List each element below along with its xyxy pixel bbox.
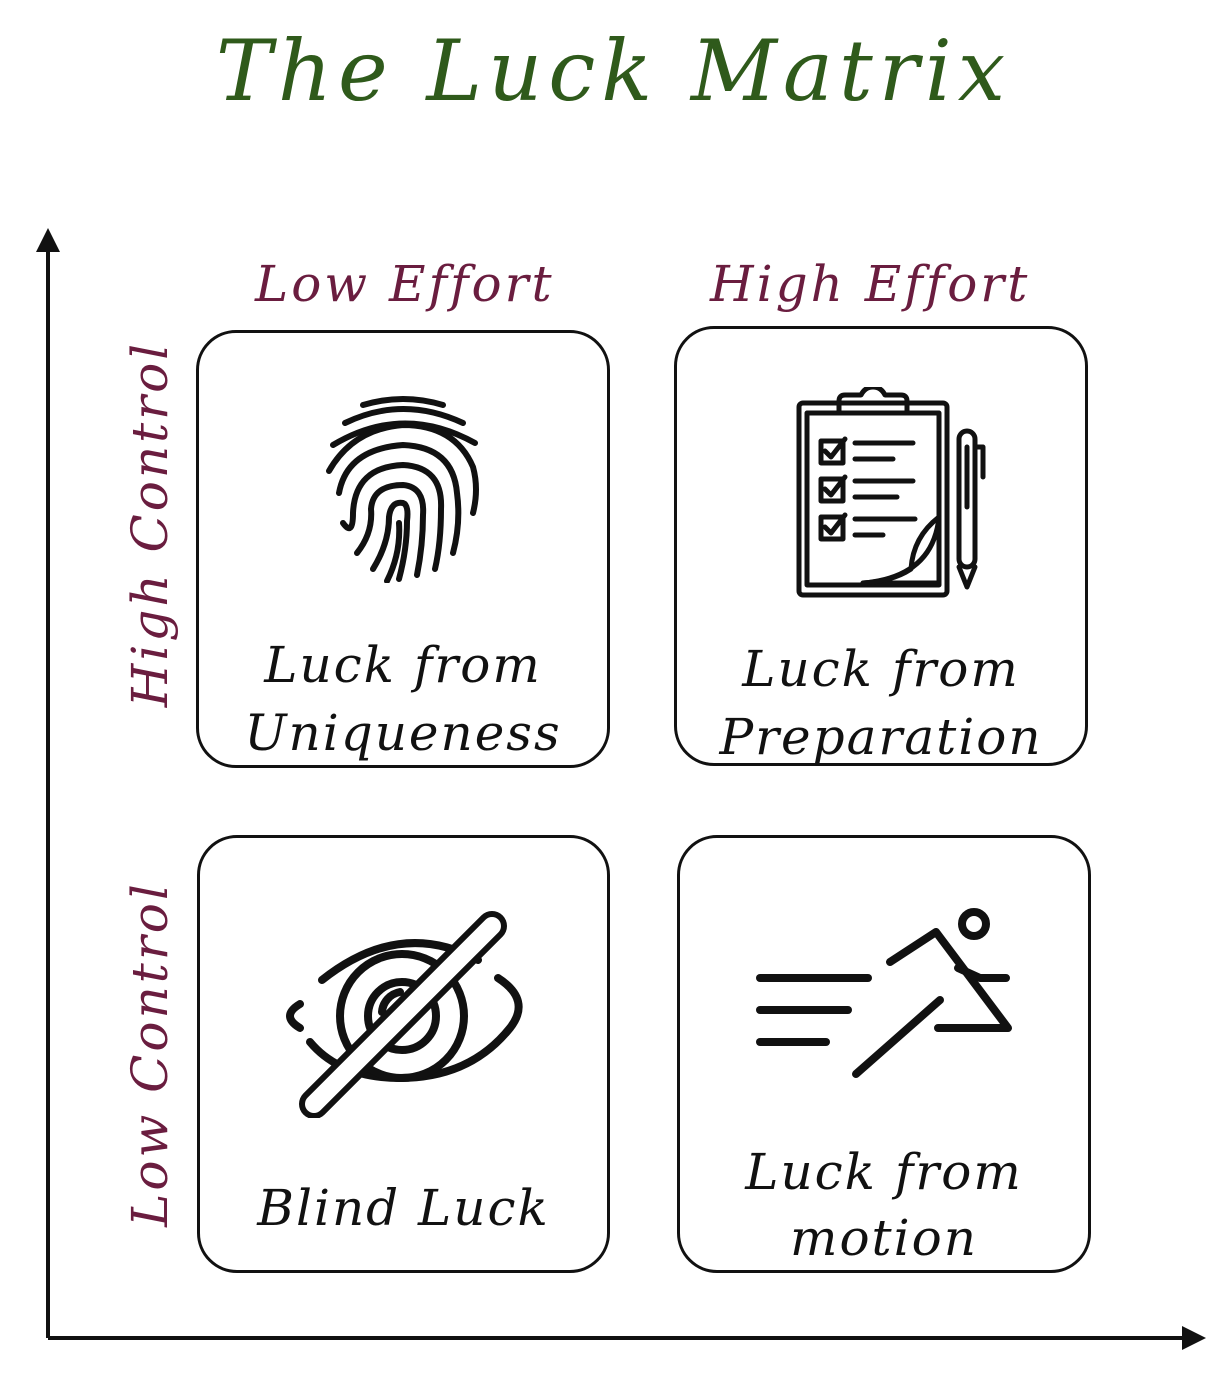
x-axis (48, 1326, 1206, 1350)
quadrant-label-line2: Uniqueness (244, 704, 562, 762)
quadrant-low-control-high-effort: Luck from motion (677, 835, 1091, 1273)
eye-crossed-icon (286, 911, 523, 1118)
quadrant-label-line1: Luck from (745, 1143, 1023, 1201)
quadrant-label-line1: Luck from (742, 640, 1020, 698)
row-label-low-control: Low Control (121, 881, 179, 1227)
quadrant-label-line1: Luck from (264, 636, 542, 694)
column-label-high-effort: High Effort (710, 255, 1031, 313)
fingerprint-icon (326, 396, 479, 583)
y-axis (36, 228, 60, 1338)
quadrant-high-control-low-effort: Luck from Uniqueness (196, 330, 610, 768)
clipboard-checklist-icon (796, 387, 986, 598)
row-label-high-control: High Control (121, 340, 179, 708)
quadrant-label-line2: Preparation (719, 708, 1043, 766)
quadrant-low-control-low-effort: Blind Luck (197, 835, 610, 1273)
quadrant-label-line1: Blind Luck (257, 1179, 550, 1237)
column-label-low-effort: Low Effort (255, 255, 555, 313)
page-title: The Luck Matrix (215, 22, 1012, 120)
running-person-icon (756, 908, 1012, 1078)
quadrant-label-line2: motion (790, 1209, 978, 1267)
quadrant-high-control-high-effort: Luck from Preparation (674, 326, 1088, 766)
